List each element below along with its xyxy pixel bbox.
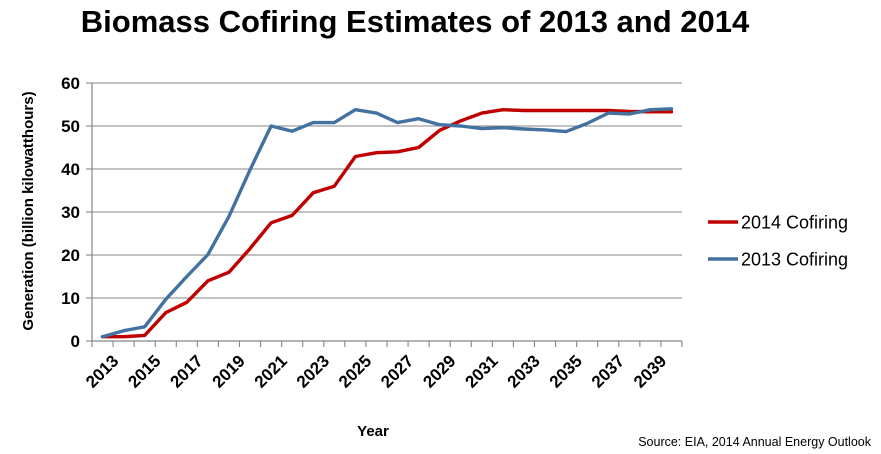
series-line-2014-cofiring [100, 107, 674, 339]
legend-label: 2014 Cofiring [741, 213, 848, 233]
x-tick-label: 2021 [251, 351, 291, 391]
x-tick-label: 2039 [630, 351, 670, 391]
series-lines [100, 107, 674, 339]
y-tick-label: 20 [61, 246, 80, 265]
x-tick-label: 2035 [546, 351, 586, 391]
gridlines [92, 82, 682, 299]
chart-title: Biomass Cofiring Estimates of 2013 and 2… [80, 4, 750, 39]
y-tick-label: 30 [61, 203, 80, 222]
y-axis-title: Generation (billion kilowatthours) [20, 91, 37, 330]
x-tick-label: 2017 [166, 351, 206, 391]
x-tick-label: 2027 [377, 351, 417, 391]
y-axis-ticks: 0 10 20 30 40 50 60 [61, 74, 92, 351]
legend: 2014 Cofiring 2013 Cofiring [708, 213, 848, 270]
x-axis-title: Year [357, 423, 389, 440]
source-note: Source: EIA, 2014 Annual Energy Outlook [638, 435, 872, 449]
x-tick-label: 2023 [293, 351, 333, 391]
x-tick-label: 2013 [82, 351, 122, 391]
x-tick-label: 2037 [588, 351, 628, 391]
x-tick-label: 2033 [504, 351, 544, 391]
legend-label: 2013 Cofiring [741, 250, 848, 270]
x-tick-label: 2029 [419, 351, 459, 391]
y-tick-label: 50 [61, 117, 80, 136]
y-tick-label: 40 [61, 160, 80, 179]
x-tick-label: 2025 [335, 351, 375, 391]
x-axis-ticks: 2013 2015 2017 2019 2021 2023 2025 2027 2029 2031… [82, 341, 683, 392]
x-tick-label: 2031 [461, 351, 501, 391]
y-tick-label: 10 [61, 289, 80, 308]
y-tick-label: 60 [61, 74, 80, 93]
series-line-2013-cofiring [100, 107, 674, 339]
x-tick-label: 2019 [209, 351, 249, 391]
y-tick-label: 0 [71, 332, 80, 351]
x-tick-label: 2015 [124, 351, 164, 391]
